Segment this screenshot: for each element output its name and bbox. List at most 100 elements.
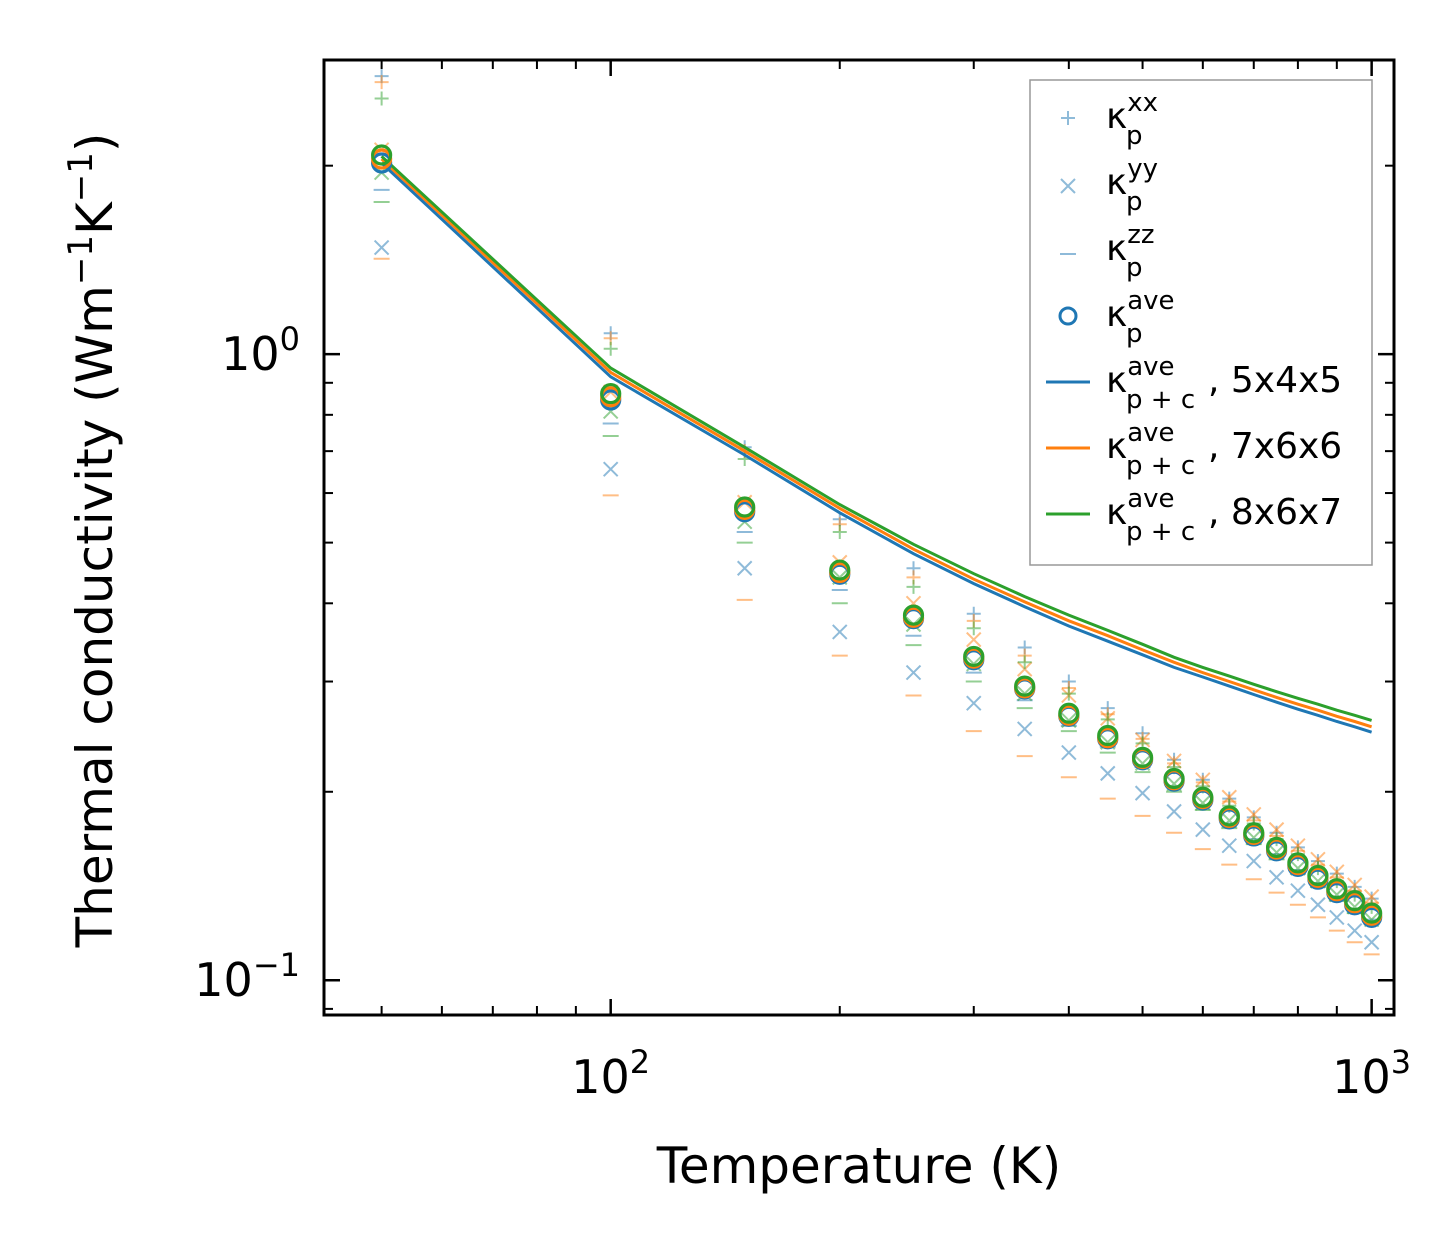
legend-label: κave p bbox=[1106, 286, 1175, 349]
legend-box bbox=[1029, 79, 1373, 566]
legend-label-sub: p bbox=[1126, 187, 1143, 217]
kappa-yy-point bbox=[966, 695, 982, 711]
legend-label-base: κ bbox=[1106, 228, 1127, 269]
kappa-yy-point bbox=[1268, 869, 1285, 886]
plot-area bbox=[371, 69, 1383, 956]
legend-label-sup: zz bbox=[1127, 220, 1154, 250]
kappa-yy-point bbox=[1221, 838, 1237, 854]
kappa-ave-point bbox=[1192, 786, 1214, 808]
kappa-xx-point bbox=[1061, 686, 1076, 701]
kappa-yy-point bbox=[1363, 888, 1380, 905]
legend-label: κave p + c , 7x6x6 bbox=[1106, 418, 1342, 481]
kappa-xx-point bbox=[1100, 712, 1115, 727]
kappa-yy-point bbox=[1016, 721, 1033, 737]
series-8x6x7-ave bbox=[371, 144, 1383, 924]
kappa-xx-point bbox=[906, 579, 921, 594]
kappa-ave-point bbox=[600, 382, 622, 405]
kappa-ave-point bbox=[1163, 767, 1185, 790]
kappa-yy-point bbox=[1310, 851, 1326, 868]
kappa-ave-point bbox=[1131, 746, 1154, 768]
kappa-yy-point bbox=[1346, 877, 1363, 893]
kappa-yy-point bbox=[1100, 765, 1116, 782]
legend-label-sub: p bbox=[1126, 253, 1143, 283]
y-axis-label-k: K bbox=[66, 201, 124, 235]
kappa-ave-point bbox=[1307, 864, 1329, 887]
kappa-yy-point bbox=[1363, 934, 1380, 950]
kappa-xx-point bbox=[603, 341, 618, 356]
kappa-yy-point bbox=[602, 461, 619, 477]
legend-label-suffix: , 8x6x7 bbox=[1208, 492, 1342, 533]
legend-label-base: κ bbox=[1106, 360, 1127, 401]
series-7x6x6-line bbox=[380, 157, 1373, 729]
kappa-ave-point bbox=[1097, 724, 1119, 747]
legend-label-sub: p bbox=[1126, 121, 1143, 151]
kappa-ave-point bbox=[829, 559, 851, 581]
legend-entry: κave p bbox=[1058, 286, 1175, 349]
x-tick-label-base: 10 bbox=[1332, 1050, 1391, 1104]
kappa-ave-point bbox=[1361, 902, 1383, 924]
legend-label-suffix: , 7x6x6 bbox=[1208, 426, 1342, 467]
legend-label-sup: yy bbox=[1127, 154, 1158, 184]
y-tick-label-base: 10 bbox=[194, 953, 253, 1007]
legend-label-base: κ bbox=[1106, 426, 1127, 467]
kappa-xx-point bbox=[374, 91, 389, 106]
kappa-ave-point bbox=[1344, 890, 1366, 912]
kappa-ave-point bbox=[1287, 852, 1309, 874]
x-axis-label: Temperature (K) bbox=[656, 1137, 1061, 1195]
kappa-ave-point bbox=[963, 645, 985, 668]
kappa-yy-point bbox=[1221, 789, 1237, 805]
series-8x6x7-line bbox=[380, 155, 1373, 722]
legend-label-sub: p bbox=[1126, 319, 1143, 349]
x-tick-label-exp: 3 bbox=[1391, 1043, 1411, 1081]
legend-label-sup: xx bbox=[1127, 88, 1158, 118]
x-tick-label-exp: 2 bbox=[630, 1043, 650, 1081]
kappa-xx-point bbox=[966, 621, 981, 636]
legend-entry: κzz p bbox=[1060, 220, 1155, 283]
y-tick-label: 100 bbox=[221, 320, 300, 381]
legend-label-sup: ave bbox=[1127, 286, 1174, 316]
kappa-yy-point bbox=[1061, 744, 1077, 761]
kappa-yy-point bbox=[1329, 864, 1345, 880]
kappa-yy-point bbox=[1346, 922, 1363, 939]
legend-entry: κave p + c , 5x4x5 bbox=[1046, 352, 1342, 415]
x-tick-label: 103 bbox=[1332, 1043, 1411, 1104]
legend-label-sup: ave bbox=[1127, 418, 1174, 448]
kappa-yy-point bbox=[1134, 785, 1151, 801]
legend-entry: κxx p bbox=[1061, 88, 1158, 151]
legend-label-sub: p + c bbox=[1126, 451, 1195, 481]
legend-label: κxx p bbox=[1106, 88, 1158, 151]
kappa-yy-point bbox=[905, 664, 922, 681]
y-axis-label-main: Thermal conductivity (Wm bbox=[66, 285, 124, 948]
kappa-ave-point bbox=[1058, 702, 1080, 724]
series-5x4x5-line bbox=[380, 161, 1373, 734]
kappa-yy-point bbox=[1195, 821, 1211, 838]
legend-label-sup: ave bbox=[1127, 352, 1174, 382]
y-axis-label: Thermal conductivity (Wm−1K−1) bbox=[61, 133, 124, 949]
y-axis-label-exp2: −1 bbox=[61, 152, 101, 202]
kappa-xx-point bbox=[374, 75, 389, 90]
legend-label-suffix: , 5x4x5 bbox=[1208, 360, 1342, 401]
kappa-yy-point bbox=[1290, 882, 1306, 899]
kappa-ave-point bbox=[1014, 675, 1036, 697]
legend-label: κave p + c , 5x4x5 bbox=[1106, 352, 1342, 415]
legend-x-marker bbox=[1060, 178, 1076, 194]
kappa-ave-point bbox=[1265, 836, 1288, 858]
legend-label: κave p + c , 8x6x7 bbox=[1106, 484, 1342, 547]
kappa-xx-point bbox=[832, 524, 847, 539]
legend-label-sub: p + c bbox=[1126, 385, 1195, 415]
legend-label-sub: p + c bbox=[1126, 517, 1195, 547]
y-tick-label-base: 10 bbox=[221, 327, 280, 381]
kappa-yy-point bbox=[1246, 853, 1262, 869]
x-tick-label: 102 bbox=[571, 1043, 650, 1104]
legend-label-sup: ave bbox=[1127, 484, 1174, 514]
kappa-yy-point bbox=[1290, 838, 1306, 854]
kappa-ave-point bbox=[1243, 822, 1265, 844]
kappa-ave-point bbox=[902, 604, 925, 626]
y-tick-label-exp: 0 bbox=[280, 320, 300, 358]
legend-label-base: κ bbox=[1106, 294, 1127, 335]
kappa-yy-point bbox=[1310, 897, 1326, 913]
y-axis-label-exp1: −1 bbox=[61, 235, 101, 285]
